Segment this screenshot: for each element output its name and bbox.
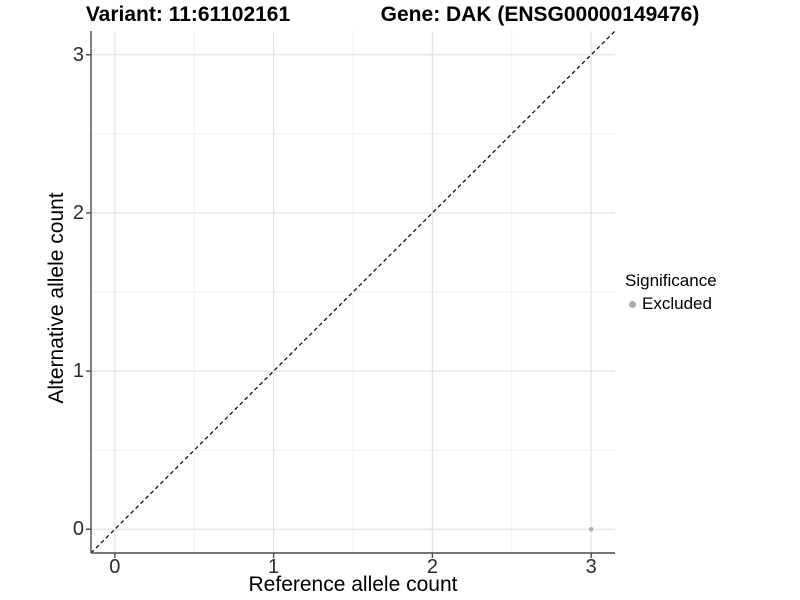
legend-point-icon bbox=[629, 300, 636, 308]
legend-item-label: Excluded bbox=[642, 294, 712, 313]
x-axis-title: Reference allele count bbox=[248, 573, 458, 596]
x-tick-label: 0 bbox=[109, 556, 121, 578]
y-tick-label: 2 bbox=[72, 201, 84, 224]
y-axis-title: Alternative allele count bbox=[45, 192, 68, 404]
data-point bbox=[588, 526, 594, 532]
plot-title-gene: Gene: DAK (ENSG00000149476) bbox=[380, 3, 700, 26]
y-tick-label: 3 bbox=[72, 43, 84, 66]
legend-title: Significance bbox=[625, 271, 717, 290]
identity-line bbox=[90, 30, 616, 554]
x-tick-label: 3 bbox=[585, 556, 597, 578]
x-tick-label: 2 bbox=[426, 556, 438, 578]
plot-title-variant: Variant: 11:61102161 bbox=[85, 3, 291, 26]
y-tick-label: 0 bbox=[72, 518, 84, 541]
y-tick-label: 1 bbox=[72, 360, 84, 383]
x-tick-label: 1 bbox=[268, 556, 280, 578]
legend: Significance Excluded bbox=[625, 271, 717, 314]
legend-item-excluded: Excluded bbox=[625, 294, 717, 314]
